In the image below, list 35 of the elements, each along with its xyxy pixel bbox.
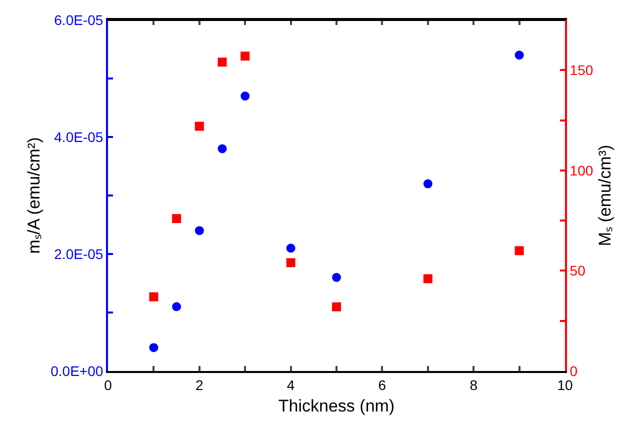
- y2-tick-label: 0: [570, 362, 578, 379]
- point: [194, 122, 204, 131]
- y-tick-label: 0.0E+00: [50, 362, 104, 379]
- point: [240, 92, 250, 101]
- y-tick-label: 6.0E-05: [54, 12, 104, 28]
- point: [286, 244, 296, 253]
- x-tick-label: 6: [378, 376, 386, 393]
- x-tick-label: 10: [557, 376, 573, 393]
- point: [218, 144, 227, 154]
- point: [332, 272, 341, 282]
- y2-axis-title: Mₛ (emu/cm³): [595, 144, 614, 246]
- y2-tick-label: 100: [570, 162, 594, 178]
- point: [149, 292, 158, 302]
- point: [172, 302, 182, 312]
- point: [194, 226, 204, 236]
- y2-tick-label: 150: [570, 62, 594, 78]
- point: [286, 258, 296, 268]
- point: [332, 302, 341, 312]
- x-tick-label: 4: [286, 376, 295, 393]
- point: [514, 50, 524, 60]
- y-axis-title: mₛ/A (emu/cm²): [24, 137, 44, 254]
- x-tick-label: 2: [196, 376, 204, 393]
- y-tick-label: 4.0E-05: [54, 128, 104, 145]
- x-axis-title: Thickness (nm): [278, 396, 395, 416]
- point: [218, 58, 227, 67]
- point: [423, 274, 432, 284]
- point: [149, 343, 158, 352]
- x-tick-label: 0: [104, 376, 112, 393]
- x-tick-label: 8: [470, 376, 478, 393]
- point: [172, 214, 182, 224]
- y2-tick-label: 50: [570, 262, 586, 279]
- point: [423, 179, 432, 188]
- y-tick-label: 2.0E-05: [54, 246, 104, 262]
- point: [514, 246, 524, 256]
- point: [240, 52, 250, 61]
